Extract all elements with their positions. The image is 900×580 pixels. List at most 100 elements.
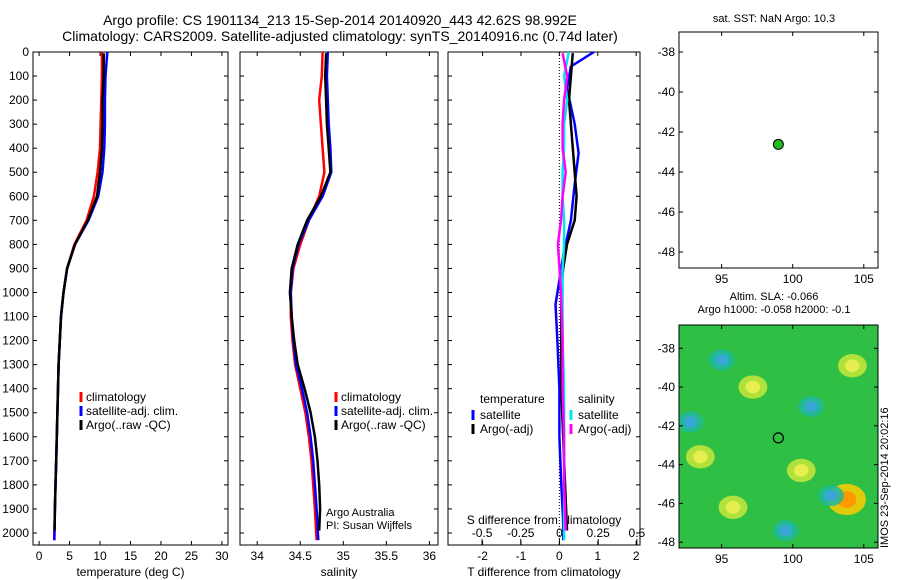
x-tick-label: 35 <box>337 549 351 563</box>
y-tick-label: 200 <box>9 93 29 107</box>
x-tick-label: 105 <box>854 272 874 286</box>
differences-axes-frame <box>447 51 641 546</box>
y-tick-label: 400 <box>9 141 29 155</box>
legend-label: Argo(-adj) <box>480 422 533 436</box>
sla-anomaly-core <box>715 354 729 366</box>
legend-label: satellite <box>480 408 521 422</box>
sst-map-title: sat. SST: NaN Argo: 10.3 <box>712 13 836 25</box>
x-tick-label: -1 <box>516 549 527 563</box>
y-tick-label: 1900 <box>2 502 29 516</box>
y-tick-label: -42 <box>658 125 676 139</box>
y-tick-label: 2000 <box>2 526 29 540</box>
y-tick-label: 1300 <box>2 358 29 372</box>
y-tick-label: -48 <box>658 245 676 259</box>
temperature-xlabel: temperature (deg C) <box>76 565 184 579</box>
x-tick-label: 2 <box>633 549 640 563</box>
series-line-satellite <box>554 50 595 541</box>
y-tick-label: 300 <box>9 117 29 131</box>
y-tick-label: -44 <box>658 458 676 472</box>
sla-anomaly-core <box>693 450 708 464</box>
y-tick-label: -46 <box>658 205 676 219</box>
profile-panel-salinity: 34 34.5 35 35.5 36 salinity climatologysatelli… <box>239 51 439 579</box>
x-tick-label: 15 <box>124 549 138 563</box>
x-tick-label: 1 <box>594 549 601 563</box>
legend-label: satellite <box>578 408 619 422</box>
sla-anomaly-core <box>824 490 838 502</box>
x-tick-label: 0 <box>36 549 43 563</box>
x-tick-label: 20 <box>154 549 168 563</box>
x-tick-label: 34.5 <box>289 549 313 563</box>
y-tick-label: 600 <box>9 189 29 203</box>
y-tick-label: -38 <box>658 341 676 355</box>
sla-anomaly-core <box>683 416 697 428</box>
x-tick-label: 95 <box>715 272 729 286</box>
y-tick-label: 0 <box>22 45 29 59</box>
top-x-tick-label: 0.25 <box>587 526 611 540</box>
y-tick-label: 800 <box>9 237 29 251</box>
figure-title-line2: Climatology: CARS2009. Satellite-adjuste… <box>62 28 618 44</box>
map-panel-sst_map: 95 100 105 -38 -40 -42 -44 -46 -48 <box>658 31 879 286</box>
x-tick-label: 95 <box>715 552 729 566</box>
sla-anomaly-core <box>794 464 809 477</box>
legend-label: climatology <box>86 390 146 404</box>
salinity-xlabel: salinity <box>321 565 358 579</box>
x-tick-label: 36 <box>423 549 437 563</box>
profile-panel-temperature: 0100200300400500600700800900100011001200… <box>2 45 229 579</box>
y-tick-label: 1500 <box>2 406 29 420</box>
sla-map-title-line1: Altim. SLA: -0.066 <box>729 291 819 303</box>
x-tick-label: -2 <box>477 549 488 563</box>
y-tick-label: 1200 <box>2 334 29 348</box>
top-x-tick-label: -0.5 <box>472 526 493 540</box>
y-tick-label: -46 <box>658 496 676 510</box>
x-tick-label: 0 <box>556 549 563 563</box>
x-tick-label: 25 <box>185 549 199 563</box>
legend-label: satellite-adj. clim. <box>341 404 433 418</box>
sla-anomaly-core <box>779 524 793 537</box>
y-tick-label: 100 <box>9 69 29 83</box>
differences-xlabel-top: S difference from climatology <box>467 513 622 527</box>
y-tick-label: 700 <box>9 213 29 227</box>
sla_map-axes-frame <box>678 324 879 549</box>
x-tick-label: 35.5 <box>375 549 399 563</box>
x-tick-label: 100 <box>783 552 803 566</box>
float-position-marker <box>772 432 784 444</box>
profile-panel-differences: -2 -1 0 1 2 T difference from climatology -0.5… <box>447 50 646 579</box>
top-x-tick-label: 0.5 <box>629 526 646 540</box>
y-tick-label: 1000 <box>2 285 29 299</box>
float-position-marker <box>772 138 784 150</box>
y-tick-label: 1700 <box>2 454 29 468</box>
y-tick-label: -40 <box>658 380 676 394</box>
data-source-annotation: Argo Australia <box>326 507 395 519</box>
legend-label: Argo(..raw -QC) <box>341 418 426 432</box>
series-line-argo-raw-qc- <box>53 53 105 531</box>
series-line-argo-raw-qc- <box>288 53 332 531</box>
y-tick-label: 1100 <box>3 310 29 324</box>
x-tick-label: 105 <box>854 552 874 566</box>
y-tick-label: 500 <box>9 165 29 179</box>
sla-anomaly-core <box>725 500 741 514</box>
sst_map-axes-frame <box>678 31 879 269</box>
sla-field <box>679 325 878 548</box>
legend-label: Argo(-adj) <box>578 422 631 436</box>
x-tick-label: 34 <box>251 549 265 563</box>
salinity-axes-frame <box>239 51 439 546</box>
y-tick-label: 900 <box>9 261 29 275</box>
y-tick-label: -44 <box>658 165 676 179</box>
differences-xlabel: T difference from climatology <box>467 565 621 579</box>
sla-anomaly-core <box>845 359 860 373</box>
series-line-argo-adj- <box>556 52 569 531</box>
x-tick-label: 30 <box>215 549 229 563</box>
top-x-tick-label: 0 <box>556 526 563 540</box>
diff-legend-heading: salinity <box>578 392 615 406</box>
y-tick-label: -48 <box>658 535 676 549</box>
y-tick-label: 1600 <box>2 430 29 444</box>
sla-map-title-line2: Argo h1000: -0.058 h2000: -0.1 <box>697 304 851 316</box>
y-tick-label: -38 <box>658 45 676 59</box>
y-tick-label: -40 <box>658 85 676 99</box>
y-tick-label: 1800 <box>2 478 29 492</box>
legend-label: Argo(..raw -QC) <box>86 418 171 432</box>
sla-anomaly-core <box>804 400 818 413</box>
sla-anomaly-core <box>745 380 761 394</box>
y-tick-label: -42 <box>658 419 676 433</box>
